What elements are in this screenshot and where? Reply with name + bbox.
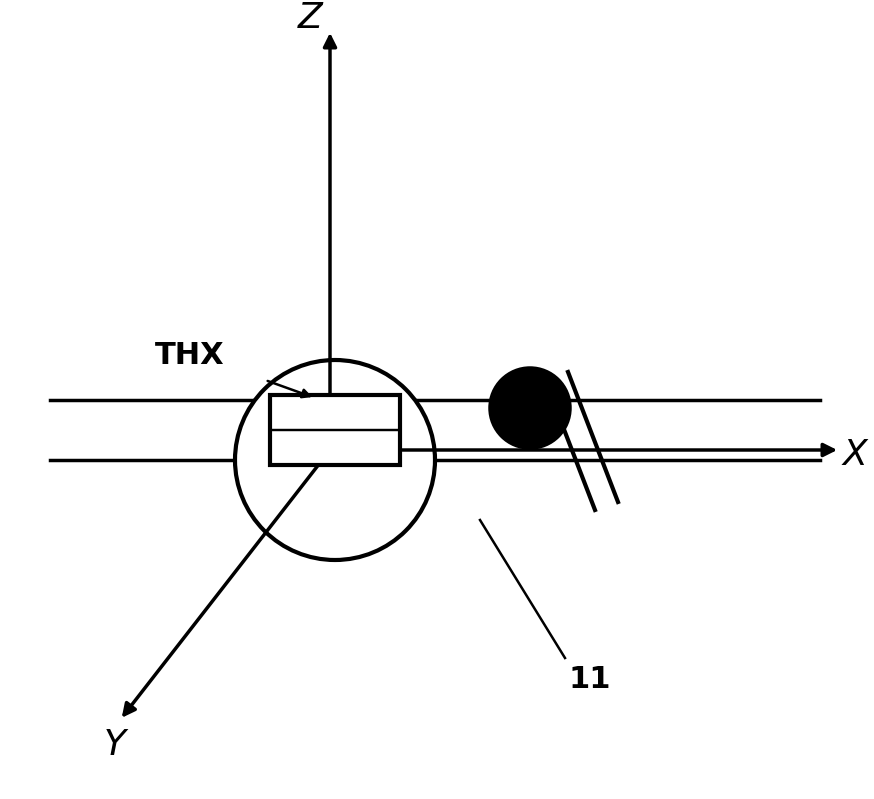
Text: Z: Z xyxy=(298,1,323,35)
Circle shape xyxy=(235,360,435,560)
Text: 11: 11 xyxy=(569,666,611,694)
Circle shape xyxy=(490,368,570,448)
Text: X: X xyxy=(843,438,867,472)
Text: THX: THX xyxy=(155,340,225,369)
Text: Y: Y xyxy=(104,728,126,762)
Bar xyxy=(270,395,400,465)
